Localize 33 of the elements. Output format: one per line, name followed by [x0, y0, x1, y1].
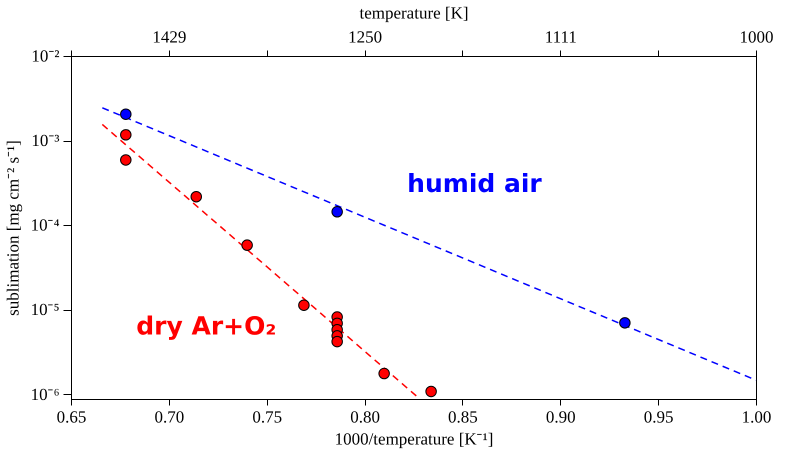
point — [331, 336, 343, 348]
text: 1250 — [348, 28, 382, 46]
y-tick-label: 10⁻³ — [31, 131, 60, 150]
point — [619, 317, 631, 329]
text: 1429 — [152, 28, 186, 46]
y-axis-title: sublimation [mg cm⁻² s⁻¹] — [4, 140, 23, 316]
y-tick-label: 10⁻⁶ — [30, 384, 60, 404]
point — [331, 206, 343, 218]
y-tick-label: 10⁻⁵ — [30, 300, 60, 320]
x-tick-label: 0.75 — [252, 408, 282, 426]
point — [120, 154, 132, 166]
text: 1111 — [544, 28, 577, 46]
x-tick-label: 0.95 — [644, 408, 674, 426]
x-tick-label: 0.80 — [350, 408, 380, 426]
point — [120, 129, 132, 141]
point — [120, 108, 132, 120]
y-tick-label: 10⁻² — [31, 46, 60, 66]
point — [378, 368, 390, 380]
point — [298, 300, 310, 311]
series-label: dry Ar+O₂ — [136, 312, 276, 341]
x-tick-label: 0.65 — [56, 408, 86, 426]
x-tick-label: 0.90 — [546, 408, 576, 426]
y-tick-label: 10⁻⁴ — [30, 216, 60, 235]
x2-axis-title: temperature [K] — [359, 4, 469, 22]
point — [241, 239, 253, 251]
x-tick-label: 1.00 — [742, 408, 772, 426]
point — [425, 386, 437, 398]
x-axis-title: 1000/temperature [K⁻¹] — [334, 430, 494, 448]
x-tick-label: 0.70 — [154, 408, 184, 426]
text: 1000 — [740, 28, 774, 46]
text: humid air — [407, 168, 542, 198]
point — [190, 190, 202, 202]
x-tick-label: 0.85 — [448, 408, 478, 426]
